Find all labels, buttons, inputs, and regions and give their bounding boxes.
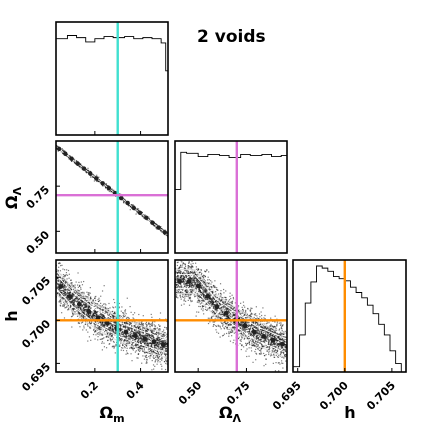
density-point <box>104 320 110 326</box>
density-point <box>67 294 73 300</box>
density-point <box>132 333 138 338</box>
density-point <box>214 304 220 310</box>
panel-frame <box>55 259 169 373</box>
density-point <box>131 205 136 211</box>
density-point <box>81 166 87 171</box>
density-point <box>205 294 211 299</box>
x-tick-label: 0.50 <box>176 379 205 408</box>
contour-line <box>55 288 169 354</box>
density-point <box>95 315 101 321</box>
density-point <box>279 341 285 347</box>
axis-labels: Ωm ΩΛ h ΩΛ h <box>2 186 356 425</box>
contour-line <box>55 146 169 236</box>
x-axis-label-omega-m: Ωm <box>99 403 124 425</box>
density-point <box>223 310 229 316</box>
contour-line <box>175 269 288 335</box>
density-point <box>88 171 93 176</box>
panel-omega-m-histogram <box>55 21 169 136</box>
y-tick-label: 0.695 <box>19 360 53 394</box>
sample-cloud <box>175 260 287 372</box>
density-point <box>144 215 149 220</box>
density-point <box>106 186 112 191</box>
x-axis-label-omega-lambda: ΩΛ <box>219 403 242 425</box>
density-point <box>58 284 64 289</box>
density-point <box>162 230 168 235</box>
y-axis-label-h: h <box>2 310 21 321</box>
density-point <box>125 200 130 206</box>
density-point <box>86 308 92 314</box>
plot-title: 2 voids <box>197 27 266 47</box>
density-point <box>156 225 161 230</box>
panel-omega-lambda-histogram <box>174 140 288 254</box>
panel-h-histogram: 0.695 0.700 0.705 <box>270 259 407 413</box>
panel-frame <box>55 21 169 136</box>
density-point <box>186 279 192 284</box>
y-axis-label-omega-lambda: ΩΛ <box>2 186 24 209</box>
density-point <box>100 181 105 186</box>
x-tick-label: 0.705 <box>364 379 398 413</box>
density-point <box>142 336 148 342</box>
y-tick-label: 0.75 <box>24 183 52 211</box>
panel-frame <box>174 140 288 254</box>
x-tick-label: 0.2 <box>78 379 101 402</box>
density-point <box>251 329 257 335</box>
density-point <box>177 279 183 284</box>
density-point <box>94 176 99 181</box>
y-tick-label: 0.50 <box>24 228 53 257</box>
panel-omega-m-vs-omega-lambda: 0.50 0.75 <box>24 140 169 257</box>
panel-frame <box>174 259 288 373</box>
density-point <box>76 301 82 307</box>
contour-line <box>55 274 169 340</box>
y-tick-label: 0.705 <box>19 274 53 308</box>
density-point <box>137 210 143 216</box>
density-point <box>150 220 155 225</box>
panel-frame <box>292 259 407 373</box>
panel-frame <box>55 140 169 254</box>
panel-omega-m-vs-h: 0.695 0.700 0.705 0.2 0.4 <box>19 259 169 402</box>
density-point <box>160 342 166 348</box>
contour-line <box>175 288 288 354</box>
density-point <box>69 156 74 161</box>
density-point <box>119 195 124 201</box>
density-point <box>151 339 157 345</box>
histogram-step <box>292 265 402 372</box>
x-axis-label-h: h <box>344 403 355 422</box>
contour-line <box>175 293 288 359</box>
x-tick-label: 0.695 <box>270 379 304 413</box>
contour-line <box>55 269 169 335</box>
x-tick-label: 0.4 <box>124 379 147 402</box>
y-tick-label: 0.700 <box>19 317 53 351</box>
histogram-step <box>174 151 288 253</box>
density-point <box>261 333 267 339</box>
density-point <box>195 283 201 289</box>
contour-line <box>55 293 169 359</box>
density-point <box>270 337 276 343</box>
histogram-step <box>55 35 169 135</box>
density-point <box>123 329 129 335</box>
contour-line <box>175 274 288 340</box>
density-point <box>75 161 80 166</box>
density-point <box>56 146 62 152</box>
panel-omega-lambda-vs-h: 0.50 0.75 <box>174 259 288 408</box>
density-point <box>63 151 68 156</box>
density-point <box>242 323 248 329</box>
